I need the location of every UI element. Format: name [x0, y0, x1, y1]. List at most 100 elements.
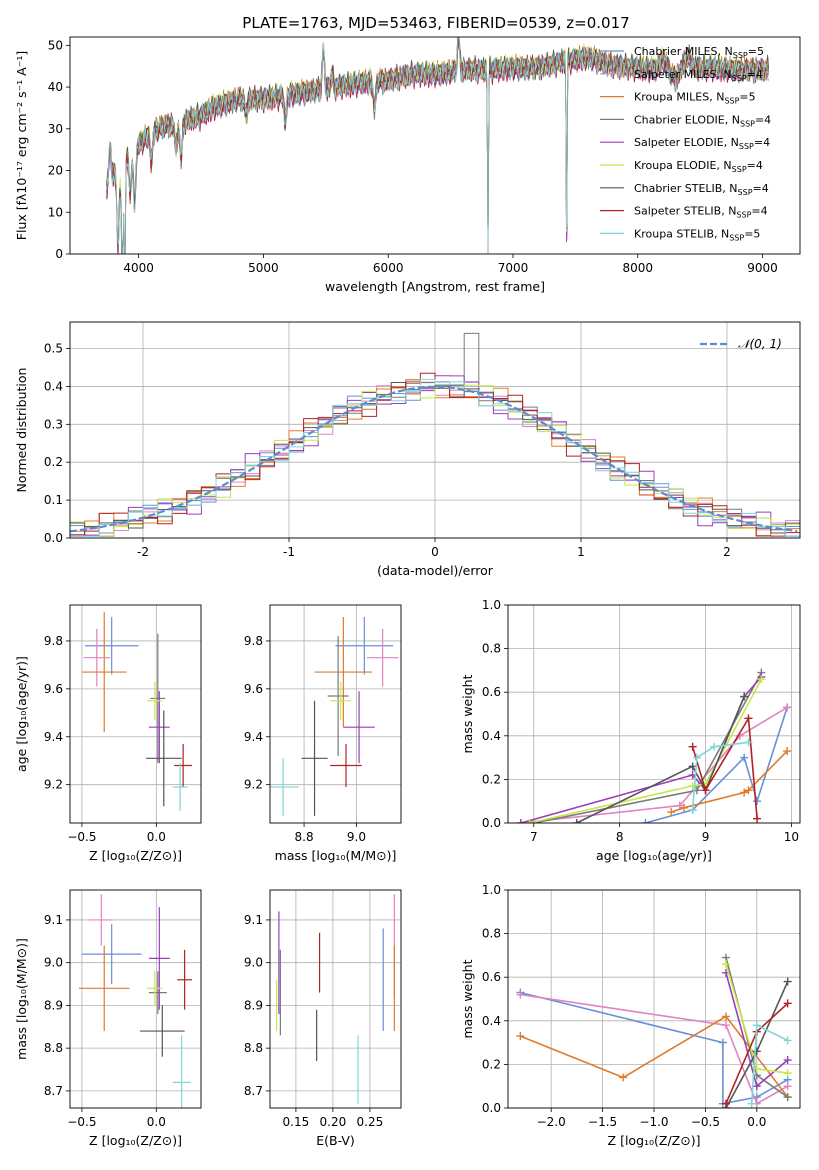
point-marker: [783, 1082, 792, 1091]
legend-entry: Salpeter STELIB, NSSP=4: [634, 205, 768, 220]
point-marker: [757, 675, 766, 684]
errorbar-salpeter-stelib: [330, 743, 362, 788]
histogram-kroupa-stelib: [70, 378, 800, 538]
x-tick-label: -1: [283, 545, 295, 559]
residuals-frame: [69, 321, 801, 539]
y-axis-label: age [log₁₀(age/yr)]: [14, 656, 29, 772]
x-tick-label: 1: [577, 545, 585, 559]
point-marker: [710, 742, 719, 751]
mass-vs-Z-plot-area: [78, 894, 193, 1108]
y-tick-label: 0.4: [482, 1014, 501, 1028]
point-marker: [721, 960, 730, 969]
x-tick-label: -2: [137, 545, 149, 559]
point-marker: [752, 1047, 761, 1056]
errorbar-salpeter-elodie: [148, 907, 170, 1010]
point-marker: [516, 819, 525, 823]
y-tick-label: 9.8: [44, 634, 63, 648]
point-marker: [641, 819, 650, 823]
point-marker: [753, 814, 762, 823]
y-tick-label: 30: [48, 122, 63, 136]
point-marker: [667, 808, 676, 817]
point-marker: [692, 753, 701, 762]
point-marker: [680, 803, 689, 812]
errorbar-salpeter-elodie: [148, 691, 170, 764]
x-tick-label: −0.5: [691, 1115, 720, 1129]
errorbar-salpeter-miles: [89, 894, 114, 946]
spectrum-frame: [69, 36, 801, 255]
normal-curve: [70, 385, 798, 533]
x-tick-label: 0: [431, 545, 439, 559]
y-tick-label: 8.8: [44, 1041, 63, 1055]
y-axis-label: mass weight: [460, 959, 475, 1038]
x-tick-label: −0.5: [67, 830, 96, 844]
errorbar-chabrier-stelib: [139, 1005, 185, 1057]
x-tick-label: 10: [784, 830, 799, 844]
y-tick-label: 0.6: [482, 685, 501, 699]
y-tick-label: 1.0: [482, 883, 501, 897]
errorbar-kroupa-stelib: [270, 758, 299, 816]
y-tick-label: 0.2: [44, 455, 63, 469]
age-vs-mass-panel: 8.8 9.0 9.2 9.4 9.6 9.8 mass [log₁₀(M/M⊙)]: [244, 604, 402, 863]
point-marker: [688, 742, 697, 751]
point-marker: [688, 762, 697, 771]
point-marker: [718, 1038, 727, 1047]
errorbar-chabrier-elodie: [150, 633, 166, 764]
series-kroupa-elodie: [529, 678, 763, 823]
y-tick-label: 0.2: [482, 1057, 501, 1071]
series-chabrier-elodie: [533, 672, 763, 823]
point-marker: [688, 805, 697, 814]
age-vs-Z-frame: [69, 604, 202, 824]
point-marker: [783, 977, 792, 986]
massweight-vs-age-plot-area: [516, 668, 792, 823]
x-tick-label: 9000: [747, 261, 778, 275]
x-axis-label: wavelength [Angstrom, rest frame]: [325, 279, 545, 294]
x-tick-label: 9.0: [347, 830, 366, 844]
y-tick-label: 0.4: [482, 729, 501, 743]
x-tick-label: 0.25: [357, 1115, 384, 1129]
point-marker: [740, 788, 749, 797]
point-marker: [525, 819, 534, 823]
errorbar-kroupa-miles: [78, 945, 130, 1032]
residuals-panel: -2 -1 0 1 2 0.0 0.1 0.2 0.3 0.4 0.5 (data-model)/er…: [14, 321, 801, 578]
point-marker: [675, 801, 684, 810]
y-tick-label: 0.0: [482, 1101, 501, 1115]
y-tick-label: 1.0: [482, 598, 501, 612]
y-tick-label: 20: [48, 164, 63, 178]
y-tick-label: 8.9: [44, 998, 63, 1012]
point-marker: [744, 714, 753, 723]
y-tick-label: 0.3: [44, 417, 63, 431]
point-marker: [516, 1032, 525, 1041]
errorbar-kroupa-elodie: [147, 681, 163, 720]
series-salpeter-stelib: [691, 715, 758, 819]
x-tick-label: −1.5: [588, 1115, 617, 1129]
point-marker: [752, 1082, 761, 1091]
y-tick-label: 9.2: [244, 778, 263, 792]
y-tick-label: 8.9: [244, 998, 263, 1012]
series-salpeter-miles: [520, 993, 789, 1105]
legend-entry: Salpeter ELODIE, NSSP=4: [634, 136, 770, 151]
errorbar-kroupa-elodie: [147, 971, 163, 1006]
errorbar-chabrier-stelib: [145, 710, 182, 807]
x-tick-label: 9: [702, 830, 710, 844]
point-marker: [783, 1036, 792, 1045]
x-axis-label: mass [log₁₀(M/M⊙)]: [275, 848, 397, 863]
y-tick-label: 0.0: [44, 531, 63, 545]
legend-entry: Kroupa ELODIE, NSSP=4: [634, 159, 763, 174]
errorbar-chabrier-miles: [81, 924, 142, 985]
series-salpeter-miles: [520, 706, 788, 823]
point-marker: [740, 692, 749, 701]
massweight-vs-Z-plot-area: [516, 953, 792, 1108]
y-axis-label: Normed distribution: [14, 368, 29, 493]
spectrum-plot-area: [105, 37, 769, 254]
x-tick-label: −2.0: [537, 1115, 566, 1129]
point-marker: [740, 753, 749, 762]
x-axis-label: age [log₁₀(age/yr)]: [596, 848, 712, 863]
y-tick-label: 0.4: [44, 379, 63, 393]
y-tick-label: 9.0: [244, 956, 263, 970]
y-tick-label: 9.1: [244, 913, 263, 927]
point-marker: [783, 747, 792, 756]
errorbar-salpeter-elodie: [343, 691, 375, 764]
series-kroupa-stelib: [691, 741, 749, 810]
point-marker: [516, 990, 525, 999]
legend-entry: Kroupa MILES, NSSP=5: [634, 91, 756, 106]
